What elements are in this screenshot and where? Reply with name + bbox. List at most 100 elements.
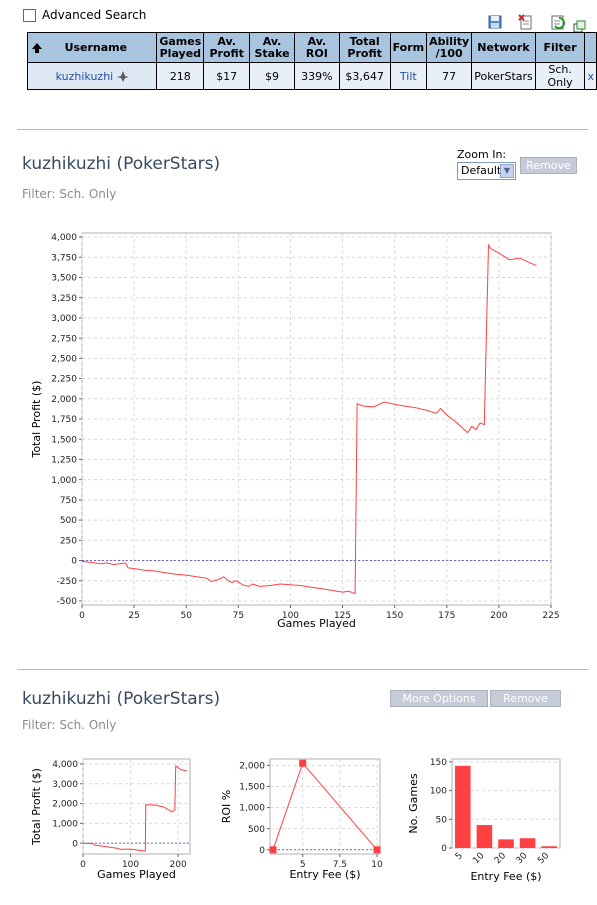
- column-header-username[interactable]: Username: [26, 32, 158, 63]
- y-tick-label: 2,250: [51, 375, 77, 385]
- cell-av-profit: $17: [203, 62, 251, 90]
- zoom-select-value: Default: [461, 164, 502, 177]
- roi-fee-chart: 0 500 1,000 1,500 2,000 5 7.5 10 Entry Fee ($) RO…: [220, 758, 383, 881]
- x-tick-label: 150: [386, 611, 403, 621]
- form-link[interactable]: Tilt: [399, 69, 417, 83]
- x-tick-label: 50: [536, 851, 551, 866]
- column-header-network[interactable]: Network: [471, 32, 536, 63]
- x-tick-label: 5: [454, 851, 465, 862]
- column-header-filter[interactable]: Filter: [534, 32, 586, 63]
- y-tick-label: 1,500: [239, 783, 265, 793]
- x-tick-label: 10: [471, 851, 486, 866]
- refresh-icon[interactable]: [550, 14, 566, 30]
- cell-total-profit: $3,647: [338, 62, 391, 90]
- y-tick-label: 3,000: [51, 314, 77, 324]
- column-header-total-profit[interactable]: Total Profit: [338, 32, 391, 63]
- x-tick-label: 100: [122, 860, 139, 870]
- x-tick-label: 30: [515, 851, 530, 866]
- y-tick-label: 1,250: [51, 456, 77, 466]
- x-axis-label: Entry Fee ($): [470, 870, 541, 883]
- network-logo-icon: [116, 71, 129, 82]
- section-divider: [17, 669, 588, 670]
- column-header-av-stake[interactable]: Av. Stake: [249, 32, 295, 63]
- zoom-label: Zoom In:: [457, 148, 507, 161]
- y-tick-label: 500: [248, 825, 265, 835]
- y-axis-label: Total Profit ($): [30, 381, 43, 459]
- y-tick-label: 1,750: [51, 415, 77, 425]
- advanced-search-checkbox[interactable]: [23, 8, 36, 22]
- cell-games-played: 218: [156, 62, 205, 90]
- x-tick-label: 20: [493, 851, 508, 866]
- y-axis-label: No. Games: [407, 773, 420, 834]
- more-options-button[interactable]: More Options: [390, 690, 488, 707]
- y-tick-label: 2,000: [51, 395, 77, 405]
- column-header-av-roi[interactable]: Av. ROI: [293, 32, 340, 63]
- series-line: [81, 243, 537, 595]
- y-tick-label: 750: [60, 496, 77, 506]
- save-icon[interactable]: [487, 14, 503, 30]
- x-axis-label: Entry Fee ($): [289, 868, 360, 881]
- stats-table: Username Games Played Av. Profit Av. Stake …: [26, 32, 597, 90]
- bar: [476, 825, 493, 848]
- username-link[interactable]: kuzhikuzhi: [55, 69, 114, 83]
- column-header-games-played[interactable]: Games Played: [156, 32, 205, 63]
- delete-icon[interactable]: [518, 14, 534, 30]
- panel-title: kuzhikuzhi (PokerStars): [22, 689, 221, 709]
- sort-arrow-icon[interactable]: [32, 42, 42, 53]
- column-header-form[interactable]: Form: [389, 32, 428, 63]
- x-tick-label: 0: [79, 611, 85, 621]
- column-header-ability[interactable]: Ability/100: [426, 32, 473, 63]
- column-header-av-profit[interactable]: Av. Profit: [203, 32, 251, 63]
- y-tick-label: 4,000: [52, 760, 78, 770]
- x-tick-label: 125: [334, 611, 351, 621]
- x-tick-label: 100: [282, 611, 299, 621]
- panel-filter-label: Filter: Sch. Only: [22, 187, 117, 201]
- x-tick-label: 7.5: [333, 860, 347, 870]
- bar: [519, 838, 536, 848]
- remove-panel-button[interactable]: Remove: [490, 690, 561, 707]
- cell-filter: Sch. Only: [534, 62, 586, 90]
- zoom-select[interactable]: Default ▼: [457, 162, 516, 180]
- profit-chart: -500-25002505007501,0001,2501,5001,7502,…: [30, 232, 560, 630]
- y-axis-label: ROI %: [220, 790, 233, 824]
- y-tick-label: -250: [57, 577, 78, 587]
- y-tick-label: 4,000: [51, 233, 77, 243]
- y-tick-label: 3,750: [51, 253, 77, 263]
- x-tick-label: 50: [180, 611, 192, 621]
- cell-ability: 77: [426, 62, 473, 90]
- y-tick-label: 100: [430, 787, 447, 797]
- y-tick-label: 3,250: [51, 294, 77, 304]
- x-tick-label: 0: [80, 860, 86, 870]
- y-tick-label: 1,000: [239, 804, 265, 814]
- x-axis-label: Games Played: [277, 617, 356, 630]
- x-axis-label: Games Played: [97, 868, 176, 881]
- bar: [541, 846, 557, 848]
- y-tick-label: 50: [436, 815, 448, 825]
- x-tick-label: 175: [438, 611, 455, 621]
- panel-filter-label: Filter: Sch. Only: [22, 718, 117, 732]
- panel-title: kuzhikuzhi (PokerStars): [22, 154, 221, 174]
- chevron-down-icon[interactable]: ▼: [500, 164, 514, 178]
- cell-av-roi: 339%: [293, 62, 340, 90]
- x-tick-label: 225: [542, 611, 559, 621]
- advanced-search-label: Advanced Search: [42, 8, 147, 22]
- y-tick-label: 2,000: [239, 761, 265, 771]
- plot-area: [82, 758, 191, 855]
- y-tick-label: 3,500: [51, 274, 77, 284]
- x-tick-label: 10: [371, 860, 383, 870]
- remove-chart-button[interactable]: Remove: [520, 157, 577, 174]
- y-tick-label: 1,000: [52, 819, 78, 829]
- y-tick-label: 3,000: [52, 780, 78, 790]
- advanced-search-toggle[interactable]: Advanced Search: [23, 8, 146, 22]
- cell-form: Tilt: [389, 62, 428, 90]
- remove-row-link[interactable]: x: [587, 69, 594, 83]
- y-tick-label: 0: [441, 844, 447, 854]
- y-tick-label: 0: [72, 839, 78, 849]
- x-tick-label: 75: [233, 611, 244, 621]
- section-divider: [17, 129, 588, 130]
- bar: [455, 765, 471, 848]
- series-line: [82, 764, 187, 852]
- y-tick-label: 1,500: [51, 435, 77, 445]
- games-fee-chart: 0 50 100 150 Entry Fee ($) No. Games 5 10 20 30 50: [407, 758, 561, 883]
